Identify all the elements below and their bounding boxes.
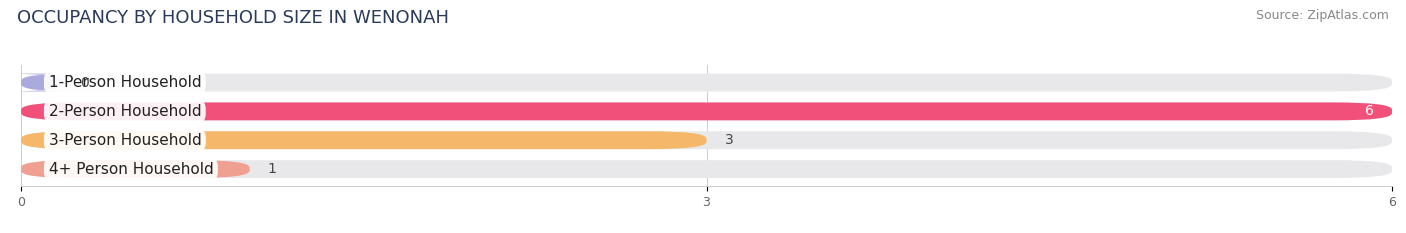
FancyBboxPatch shape [21,160,1392,178]
FancyBboxPatch shape [6,74,79,92]
Text: 0: 0 [80,75,89,89]
Text: 3: 3 [725,133,734,147]
FancyBboxPatch shape [21,131,707,149]
FancyBboxPatch shape [21,74,1392,92]
Text: 6: 6 [1365,104,1374,118]
Text: 4+ Person Household: 4+ Person Household [48,162,214,177]
FancyBboxPatch shape [21,160,250,178]
Text: 3-Person Household: 3-Person Household [48,133,201,148]
FancyBboxPatch shape [21,103,1392,120]
Text: Source: ZipAtlas.com: Source: ZipAtlas.com [1256,9,1389,22]
FancyBboxPatch shape [21,103,1392,120]
FancyBboxPatch shape [21,131,1392,149]
Text: 1: 1 [269,162,277,176]
Text: 2-Person Household: 2-Person Household [48,104,201,119]
Text: 1-Person Household: 1-Person Household [48,75,201,90]
Text: OCCUPANCY BY HOUSEHOLD SIZE IN WENONAH: OCCUPANCY BY HOUSEHOLD SIZE IN WENONAH [17,9,449,27]
